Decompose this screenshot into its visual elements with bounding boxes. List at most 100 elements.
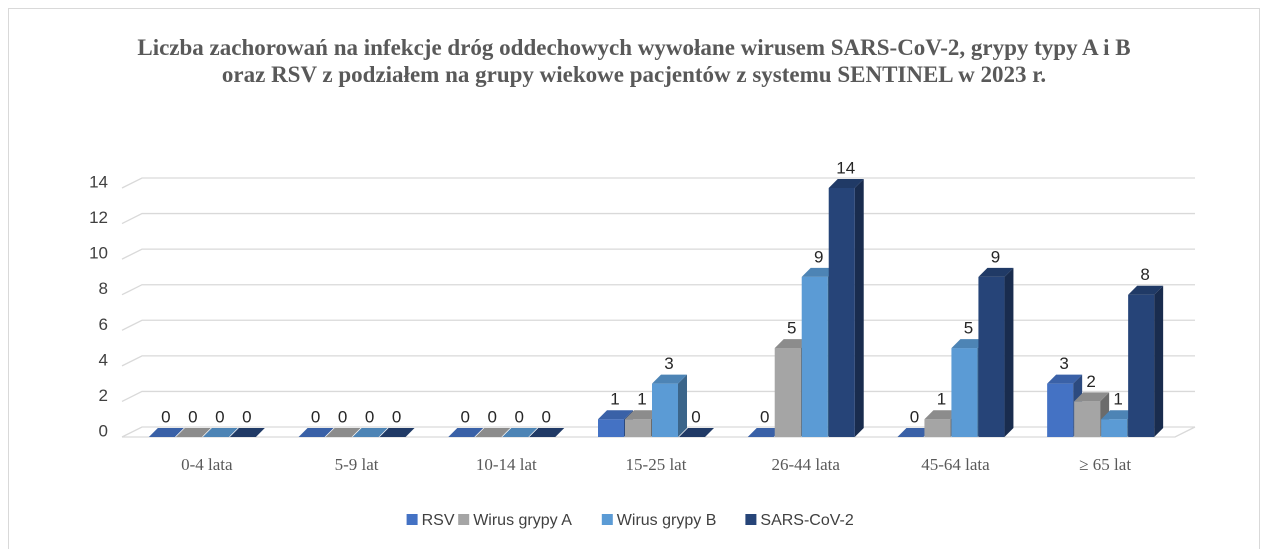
- x-tick-label: ≥ 65 lat: [1079, 455, 1131, 474]
- y-tick-label: 8: [99, 279, 108, 298]
- bar-side: [1154, 285, 1164, 437]
- grid-line: [121, 248, 1195, 260]
- bar: [774, 348, 801, 437]
- grid-line: [121, 319, 1195, 331]
- bar-top: [475, 428, 511, 437]
- value-label: 5: [964, 319, 973, 338]
- bar: [1128, 294, 1155, 437]
- bar-top: [1128, 285, 1164, 295]
- value-label: 0: [338, 407, 347, 426]
- bar-top: [529, 428, 565, 437]
- legend-swatch: [458, 514, 470, 525]
- value-label: 0: [542, 407, 551, 426]
- value-label: 0: [461, 407, 470, 426]
- bar-top: [175, 428, 211, 437]
- bar-top: [379, 428, 415, 437]
- value-label: 0: [215, 407, 224, 426]
- bar-top: [652, 374, 687, 384]
- value-label: 0: [910, 407, 919, 426]
- bar-side: [1004, 267, 1014, 437]
- x-tick-label: 15-25 lat: [626, 455, 687, 474]
- legend-label: RSV: [422, 512, 455, 529]
- grid-line: [121, 212, 1195, 225]
- grid-line: [121, 284, 1195, 296]
- bar-top: [1074, 392, 1110, 402]
- bar-top: [448, 428, 484, 437]
- bar: [1074, 401, 1101, 437]
- bar-top: [625, 410, 660, 420]
- bar: [978, 276, 1005, 437]
- legend-label: SARS-CoV-2: [760, 512, 853, 529]
- bar-top: [598, 410, 633, 420]
- value-label: 1: [637, 390, 646, 409]
- bar-top: [924, 410, 960, 420]
- chart-frame: [8, 8, 1260, 549]
- value-label: 8: [1140, 265, 1149, 284]
- x-tick-label: 5-9 lat: [335, 455, 379, 474]
- bar-top: [801, 267, 837, 277]
- bar-top: [828, 179, 864, 188]
- bar-top: [1047, 374, 1083, 384]
- y-tick-label: 12: [89, 208, 108, 227]
- x-tick-label: 45-64 lata: [921, 455, 990, 474]
- value-label: 9: [991, 247, 1000, 266]
- value-label: 0: [161, 407, 170, 426]
- value-label: 0: [365, 407, 374, 426]
- value-label: 5: [787, 319, 796, 338]
- bar-top: [774, 339, 810, 349]
- bar-top: [747, 428, 783, 437]
- value-label: 3: [1059, 354, 1068, 373]
- bar-top: [502, 428, 538, 437]
- y-tick-label: 6: [99, 315, 108, 334]
- legend-label: Wirus grypy B: [617, 512, 717, 529]
- x-tick-label: 0-4 lata: [181, 455, 233, 474]
- bar-top: [352, 428, 388, 437]
- y-tick-label: 10: [89, 244, 108, 263]
- chart-title: Liczba zachorowań na infekcje dróg oddec…: [137, 35, 1131, 87]
- value-label: 0: [311, 407, 320, 426]
- grid-line: [121, 355, 1195, 367]
- bar: [1047, 383, 1074, 437]
- y-tick-label: 4: [99, 350, 108, 369]
- bar: [951, 348, 978, 437]
- bar-top: [229, 428, 265, 437]
- value-label: 1: [1113, 390, 1122, 409]
- x-tick-label: 26-44 lata: [771, 455, 840, 474]
- legend-swatch: [601, 514, 613, 525]
- value-label: 0: [515, 407, 524, 426]
- bar: [1101, 419, 1128, 437]
- x-tick-label: 10-14 lat: [476, 455, 537, 474]
- bar-top: [679, 428, 714, 437]
- value-label: 0: [188, 407, 197, 426]
- value-label: 2: [1086, 372, 1095, 391]
- bar-top: [325, 428, 361, 437]
- bar-top: [202, 428, 238, 437]
- value-label: 9: [814, 247, 823, 266]
- y-tick-label: 14: [89, 172, 108, 191]
- value-label: 0: [242, 407, 251, 426]
- value-label: 0: [392, 407, 401, 426]
- bar: [801, 276, 828, 437]
- bar: [924, 419, 951, 437]
- legend-swatch: [745, 514, 757, 525]
- bar: [598, 419, 624, 437]
- legend-swatch: [406, 514, 418, 525]
- value-label: 0: [488, 407, 497, 426]
- value-label: 3: [664, 354, 673, 373]
- bar-top: [148, 428, 184, 437]
- value-label: 14: [836, 158, 855, 177]
- bar-top: [951, 339, 987, 349]
- bar-top: [298, 428, 334, 437]
- value-label: 1: [937, 390, 946, 409]
- bar: [625, 419, 651, 437]
- value-label: 0: [691, 407, 700, 426]
- bar-top: [1101, 410, 1137, 420]
- value-label: 1: [610, 390, 619, 409]
- y-tick-label: 2: [99, 386, 108, 405]
- value-label: 0: [760, 407, 769, 426]
- grid-line: [121, 177, 1195, 189]
- bar: [828, 188, 855, 437]
- bar: [652, 383, 678, 437]
- y-tick-label: 0: [99, 421, 108, 440]
